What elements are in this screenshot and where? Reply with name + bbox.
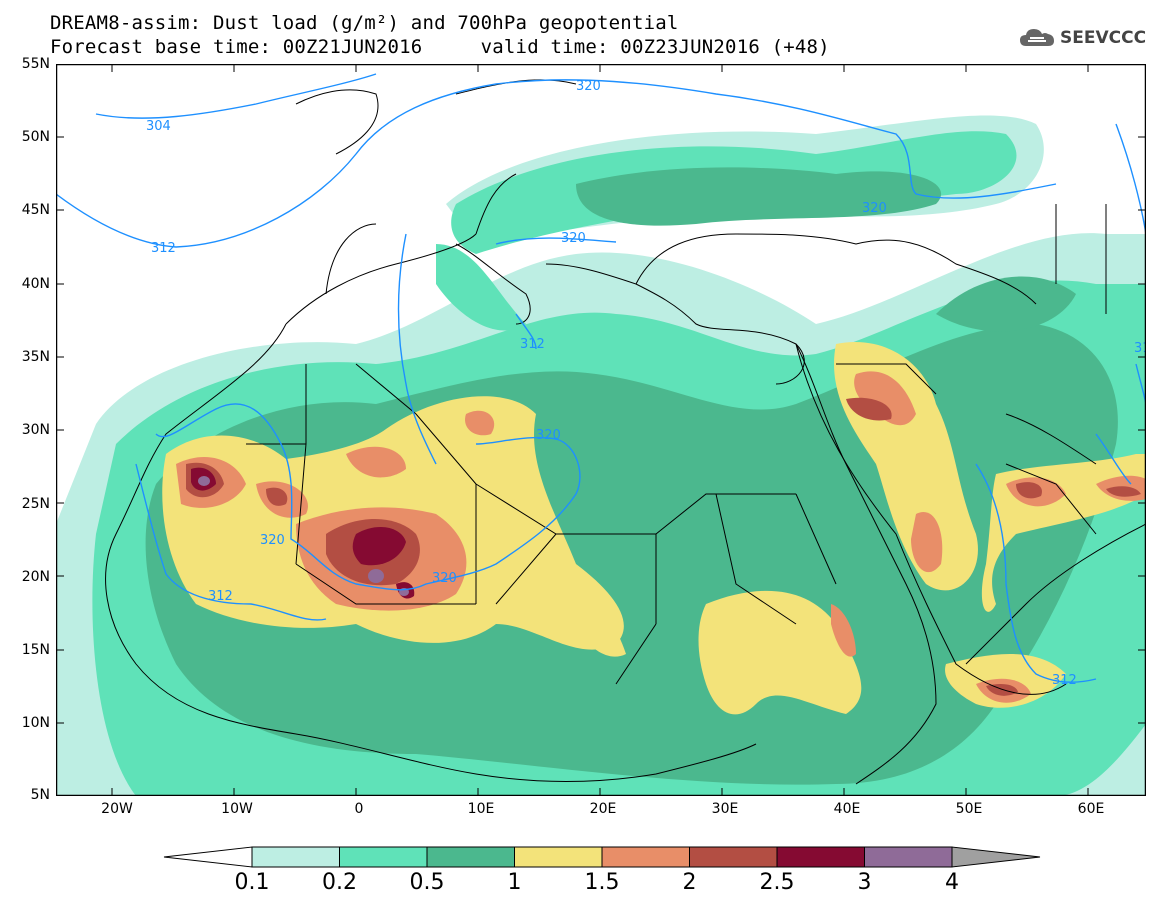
legend-level-label: 0.2 bbox=[322, 870, 357, 895]
contour-label: 31 bbox=[1134, 341, 1146, 356]
legend-level-label: 1.5 bbox=[584, 870, 620, 895]
seevccc-logo: SEEVCCC bbox=[1018, 26, 1146, 50]
map-title-line1: DREAM8-assim: Dust load (g/m²) and 700hP… bbox=[50, 12, 679, 34]
contour-label: 304 bbox=[146, 119, 171, 134]
contour-label: 312 bbox=[208, 589, 233, 604]
legend-over-triangle bbox=[951, 846, 1041, 868]
logo-text: SEEVCCC bbox=[1060, 28, 1147, 48]
legend-swatch bbox=[426, 846, 515, 868]
contour-label: 320 bbox=[576, 79, 601, 94]
legend-level-label: 2.5 bbox=[759, 870, 795, 895]
lon-label: 20W bbox=[101, 801, 133, 817]
coastlines bbox=[105, 79, 1146, 785]
contour-label: 320 bbox=[432, 571, 457, 586]
lon-label: 30E bbox=[711, 801, 739, 817]
map-title-line2: Forecast base time: 00Z21JUN2016 valid t… bbox=[50, 36, 830, 58]
dust-load-map: 304 312 320 320 320 312 320 320 320 312 … bbox=[56, 64, 1146, 796]
contour-label: 312 bbox=[520, 337, 545, 352]
legend-swatch bbox=[864, 846, 953, 868]
contour-label: 312 bbox=[1052, 673, 1077, 688]
geopotential-contours bbox=[56, 73, 1146, 683]
legend-under-triangle bbox=[163, 846, 253, 868]
lon-label: 50E bbox=[955, 801, 983, 817]
lat-label: 35N bbox=[21, 349, 50, 365]
cloud-icon bbox=[1020, 29, 1054, 46]
legend-level-label: 1 bbox=[507, 870, 522, 895]
lat-label: 5N bbox=[30, 787, 50, 803]
contour-labels: 304 312 320 320 320 312 320 320 320 312 … bbox=[146, 79, 1146, 688]
legend-swatch bbox=[251, 846, 340, 868]
lon-label: 40E bbox=[833, 801, 861, 817]
contour-label: 320 bbox=[561, 231, 586, 246]
lat-label: 15N bbox=[21, 642, 50, 658]
legend-swatch bbox=[601, 846, 690, 868]
lat-label: 40N bbox=[21, 276, 50, 292]
legend-level-label: 4 bbox=[945, 870, 959, 895]
lat-label: 10N bbox=[21, 715, 50, 731]
lon-label: 10E bbox=[467, 801, 495, 817]
contour-label: 320 bbox=[862, 201, 887, 216]
lon-label: 0 bbox=[354, 801, 364, 817]
lat-label: 20N bbox=[21, 569, 50, 585]
graticule-ticks bbox=[56, 64, 1146, 796]
lon-label: 60E bbox=[1077, 801, 1105, 817]
legend-level-label: 3 bbox=[857, 870, 872, 895]
lon-label: 10W bbox=[221, 801, 253, 817]
lat-label: 30N bbox=[21, 422, 50, 438]
color-legend bbox=[163, 846, 1041, 868]
legend-swatch bbox=[776, 846, 865, 868]
map-frame bbox=[56, 64, 1146, 796]
legend-swatch bbox=[689, 846, 778, 868]
contour-label: 320 bbox=[536, 428, 561, 443]
lon-label: 20E bbox=[589, 801, 617, 817]
legend-level-label: 2 bbox=[682, 870, 697, 895]
lat-label: 50N bbox=[21, 129, 50, 145]
lat-label: 45N bbox=[21, 202, 50, 218]
legend-swatch bbox=[514, 846, 603, 868]
legend-level-label: 0.1 bbox=[234, 870, 270, 895]
legend-level-label: 0.5 bbox=[409, 870, 445, 895]
contour-label: 312 bbox=[151, 241, 176, 256]
legend-swatch bbox=[339, 846, 428, 868]
contour-label: 320 bbox=[260, 533, 285, 548]
lat-label: 25N bbox=[21, 496, 50, 512]
lat-label: 55N bbox=[21, 56, 50, 72]
